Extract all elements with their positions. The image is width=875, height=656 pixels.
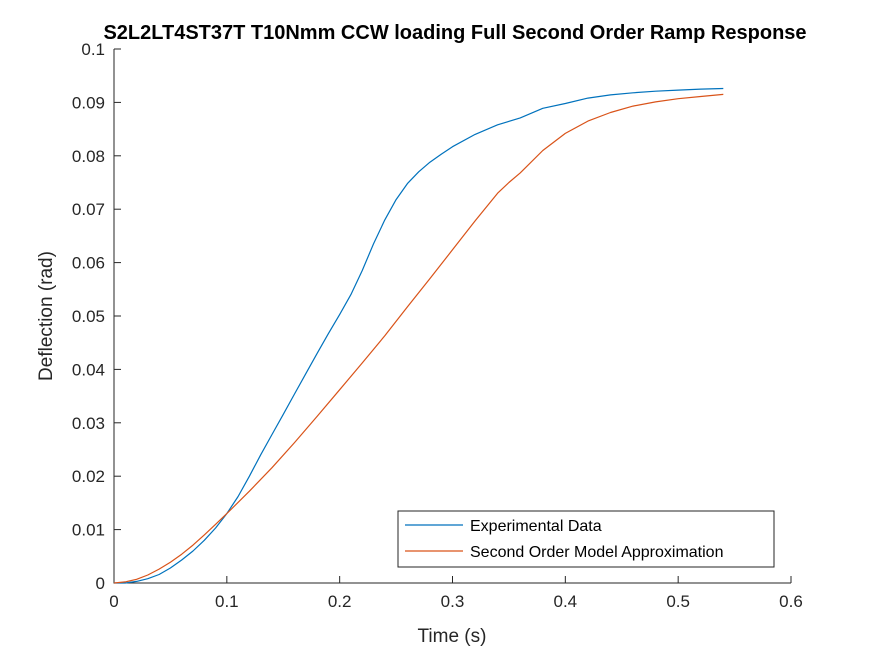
series-line-experimental <box>114 87 724 584</box>
x-tick-label: 0.1 <box>215 592 239 611</box>
y-tick-label: 0.04 <box>72 360 105 379</box>
y-tick-label: 0.07 <box>72 200 105 219</box>
x-ticks: 0 0.1 0.2 0.3 0.4 0.5 0.6 <box>109 576 803 611</box>
legend-box <box>397 510 775 568</box>
chart-title: S2L2LT4ST37T T10Nmm CCW loading Full Sec… <box>103 22 806 44</box>
y-tick-label: 0.03 <box>72 414 105 433</box>
x-tick-label: 0.5 <box>666 592 690 611</box>
legend: Experimental Data Second Order Model App… <box>397 510 775 568</box>
x-axis-label: Time (s) <box>418 626 487 647</box>
x-tick-label: 0 <box>109 592 118 611</box>
x-tick-label: 0.3 <box>441 592 465 611</box>
y-tick-label: 0.02 <box>72 467 105 486</box>
y-ticks: 0 0.01 0.02 0.03 0.04 0.05 0.06 0.07 0.08 0.09 0.1 <box>72 40 121 593</box>
x-tick-label: 0.2 <box>328 592 352 611</box>
y-tick-label: 0.06 <box>72 254 105 273</box>
legend-label-experimental: Experimental Data <box>470 518 602 535</box>
y-tick-label: 0.01 <box>72 521 105 540</box>
plot-axes: 0 0.1 0.2 0.3 0.4 0.5 0.6 0 0.01 0.02 0.03 0.04 0.0… <box>72 40 803 611</box>
series-line-model <box>113 93 724 584</box>
y-tick-label: 0.09 <box>72 93 105 112</box>
series-layer <box>113 87 724 584</box>
y-tick-label: 0 <box>96 574 105 593</box>
y-tick-label: 0.05 <box>72 307 105 326</box>
y-axis-label: Deflection (rad) <box>36 251 57 381</box>
legend-label-model: Second Order Model Approximation <box>470 544 723 561</box>
y-tick-label: 0.1 <box>81 40 105 59</box>
x-tick-label: 0.6 <box>779 592 803 611</box>
x-tick-label: 0.4 <box>554 592 578 611</box>
y-tick-label: 0.08 <box>72 147 105 166</box>
